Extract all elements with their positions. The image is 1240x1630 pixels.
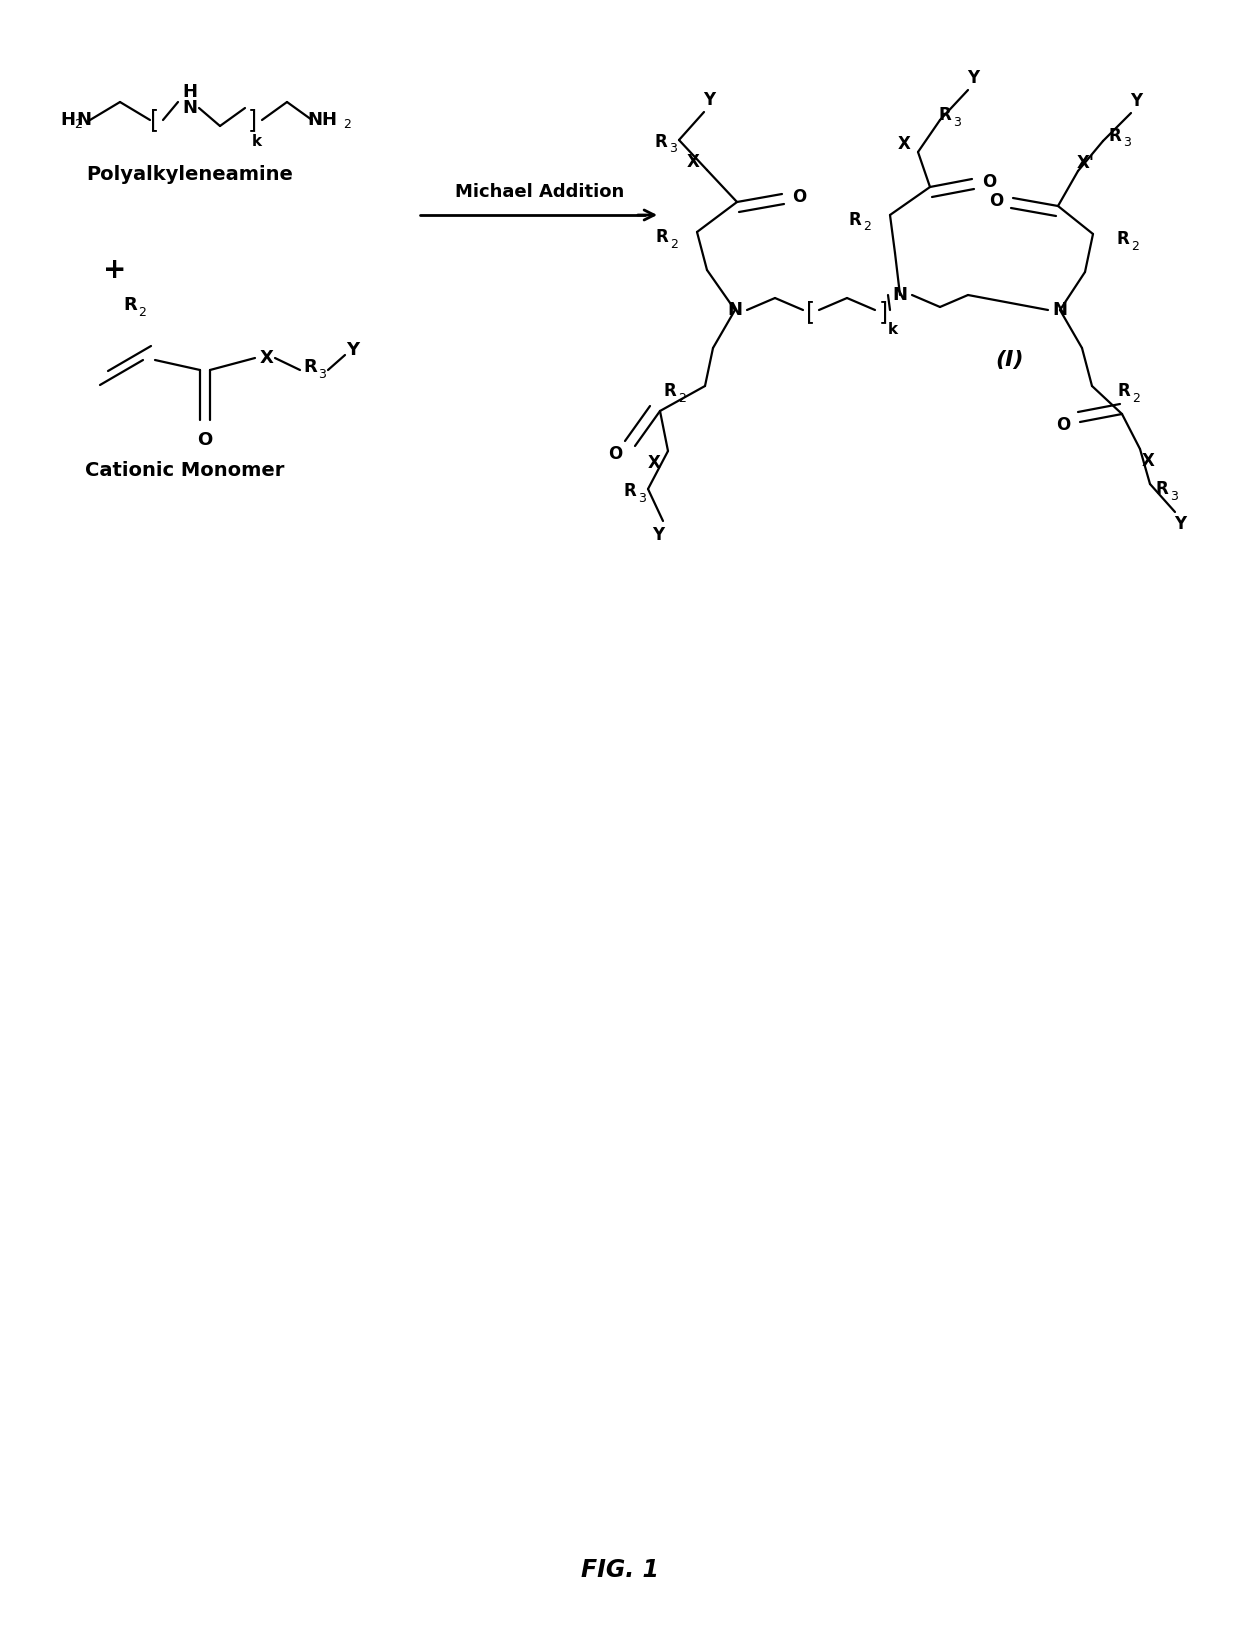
Text: N: N [728,302,743,319]
Text: R: R [939,106,951,124]
Text: [: [ [806,300,816,324]
Text: 2: 2 [670,238,678,251]
Text: 2: 2 [1131,240,1138,253]
Text: 3: 3 [319,368,326,381]
Text: N: N [1053,302,1068,319]
Text: 3: 3 [639,492,646,505]
Text: 2: 2 [138,305,146,318]
Text: Y: Y [1174,515,1187,533]
Text: ]: ] [878,300,888,324]
Text: +: + [103,256,126,284]
Text: X: X [647,455,661,473]
Text: 3: 3 [670,142,677,155]
Text: 3: 3 [1123,137,1131,150]
Text: R: R [1109,127,1121,145]
Text: 2: 2 [863,220,870,233]
Text: 3: 3 [1171,489,1178,502]
Text: Y: Y [346,341,360,359]
Text: Cationic Monomer: Cationic Monomer [86,461,285,479]
Text: (I): (I) [996,350,1024,370]
Text: R: R [1156,479,1168,499]
Text: ]: ] [248,108,257,132]
Text: R: R [624,482,636,500]
Text: X: X [1142,452,1154,469]
Text: Y: Y [1130,91,1142,109]
Text: N: N [893,285,908,305]
Text: R: R [1117,230,1130,248]
Text: O: O [792,187,806,205]
Text: N: N [182,99,197,117]
Text: k: k [888,323,898,337]
Text: 2: 2 [678,391,686,404]
Text: Michael Addition: Michael Addition [455,183,625,200]
Text: O: O [1056,416,1070,434]
Text: k: k [252,135,262,150]
Text: Polyalkyleneamine: Polyalkyleneamine [87,166,294,184]
Text: R: R [1117,381,1131,399]
Text: O: O [988,192,1003,210]
Text: N: N [77,111,92,129]
Text: X: X [687,153,699,171]
Text: H: H [61,111,76,129]
Text: X': X' [1078,153,1095,173]
Text: 2: 2 [74,119,82,132]
Text: Y: Y [703,91,715,109]
Text: R: R [303,359,317,377]
Text: FIG. 1: FIG. 1 [582,1558,658,1583]
Text: R: R [848,210,862,228]
Text: [: [ [150,108,160,132]
Text: O: O [982,173,996,191]
Text: NH: NH [308,111,337,129]
Text: 3: 3 [954,116,961,129]
Text: O: O [608,445,622,463]
Text: 2: 2 [343,119,351,132]
Text: 2: 2 [1132,391,1140,404]
Text: Y: Y [967,68,980,86]
Text: R: R [663,381,676,399]
Text: R: R [656,228,668,246]
Text: X: X [898,135,910,153]
Text: O: O [197,430,212,448]
Text: X: X [260,349,274,367]
Text: R: R [123,297,136,315]
Text: Y: Y [652,526,665,544]
Text: R: R [655,134,667,152]
Text: H: H [182,83,197,101]
